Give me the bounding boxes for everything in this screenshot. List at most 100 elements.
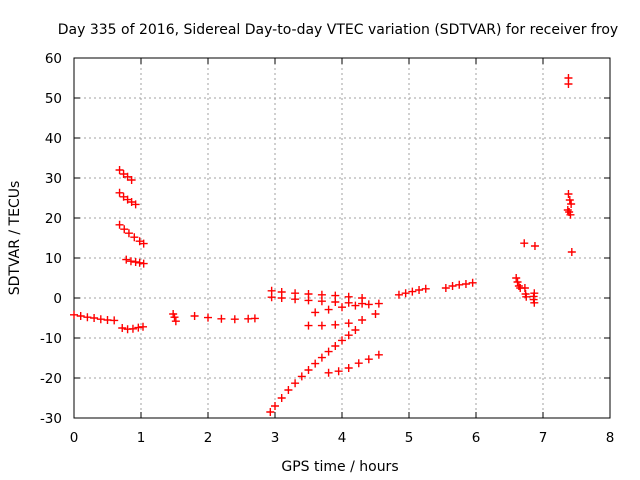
data-point [358,316,367,324]
data-point [358,299,367,308]
series-seg-3-converge [311,299,383,317]
x-tick-label: 4 [338,430,347,446]
data-point [70,310,78,319]
data-point [317,297,326,306]
x-tick-label: 3 [271,430,280,446]
data-point [127,176,136,184]
series-seg-early-low [70,310,119,325]
y-axis-label: SDTVAR / TECUs [7,181,23,296]
data-point [324,368,333,377]
data-point [217,314,226,323]
series-seg-1-5 [169,310,180,326]
data-point [83,313,92,322]
x-tick-label: 6 [472,430,481,446]
data-point [344,319,353,328]
data-point [421,284,430,293]
y-tick-label: -30 [40,411,62,427]
data-point [371,310,380,318]
y-tick-label: 40 [45,131,62,147]
data-point [271,402,279,410]
data-point [317,321,326,330]
data-point [119,170,128,178]
y-tick-label: 60 [45,51,62,67]
data-point [128,324,137,333]
series-seg-5-8 [441,278,477,292]
data-point [513,278,522,286]
series-seg-6-6 [512,274,525,292]
series-seg-7-4 [563,74,576,256]
data-point [244,314,253,323]
data-point [324,305,333,314]
series-seg-3-top [267,286,367,302]
data-point [455,280,464,289]
data-point [338,336,346,345]
data-point [291,295,300,304]
data-point [522,292,531,301]
data-point [304,296,313,305]
y-tick-label: -10 [40,331,62,347]
data-point [441,284,450,292]
data-point [401,289,410,298]
data-point [124,229,133,238]
data-point [354,359,363,368]
data-point [394,290,403,299]
data-point [351,326,360,334]
data-point [90,314,99,322]
x-tick-label: 1 [137,430,146,446]
series-seg-3-lower [304,310,380,330]
data-point [461,280,470,288]
y-tick-label: 50 [45,91,62,107]
data-point [130,233,139,242]
data-point [448,282,457,290]
data-point [230,315,239,324]
data-point [267,293,276,302]
data-point [127,198,136,206]
data-point [338,303,346,312]
data-point [76,312,85,320]
data-point [190,312,199,320]
series-seg-early-dip [118,322,148,334]
data-point [304,321,313,330]
data-point [324,347,333,356]
x-tick-label: 2 [204,430,213,446]
data-point [331,298,340,306]
y-tick-label: 10 [45,251,62,267]
x-axis-label: GPS time / hours [281,459,398,475]
data-point [344,298,353,307]
data-point [344,331,353,340]
axis-ticks: 0 1 2 3 4 5 6 7 8 -30 -20 -10 0 10 20 30 40 50 60 [40,51,614,446]
y-tick-label: 30 [45,171,62,187]
data-point [135,237,144,246]
data-point [514,282,523,290]
data-point [277,294,286,302]
data-point [115,166,124,174]
x-tick-label: 5 [405,430,414,446]
data-point [135,258,144,267]
data-point [311,359,320,368]
data-point [564,190,573,198]
data-point [266,408,275,416]
data-point [284,386,293,394]
series-seg-2 [190,312,259,324]
series-seg-5 [394,284,430,299]
data-point [311,308,320,317]
data-point [530,298,539,307]
data-point [131,200,140,209]
data-point [565,196,574,204]
data-point [567,248,576,256]
series-seg-early-high3 [115,220,148,248]
data-point [351,301,360,310]
series-seg-6-9 [529,242,539,307]
data-point [171,317,180,326]
data-point [317,353,326,362]
series-seg-early-high2 [115,188,140,209]
data-point [374,299,383,308]
x-tick-label: 0 [70,430,79,446]
data-point [304,366,313,374]
series-seg-6-7 [520,239,531,301]
x-tick-label: 7 [539,430,548,446]
data-point [123,172,132,181]
data-point [344,364,353,372]
data-point [103,316,112,324]
